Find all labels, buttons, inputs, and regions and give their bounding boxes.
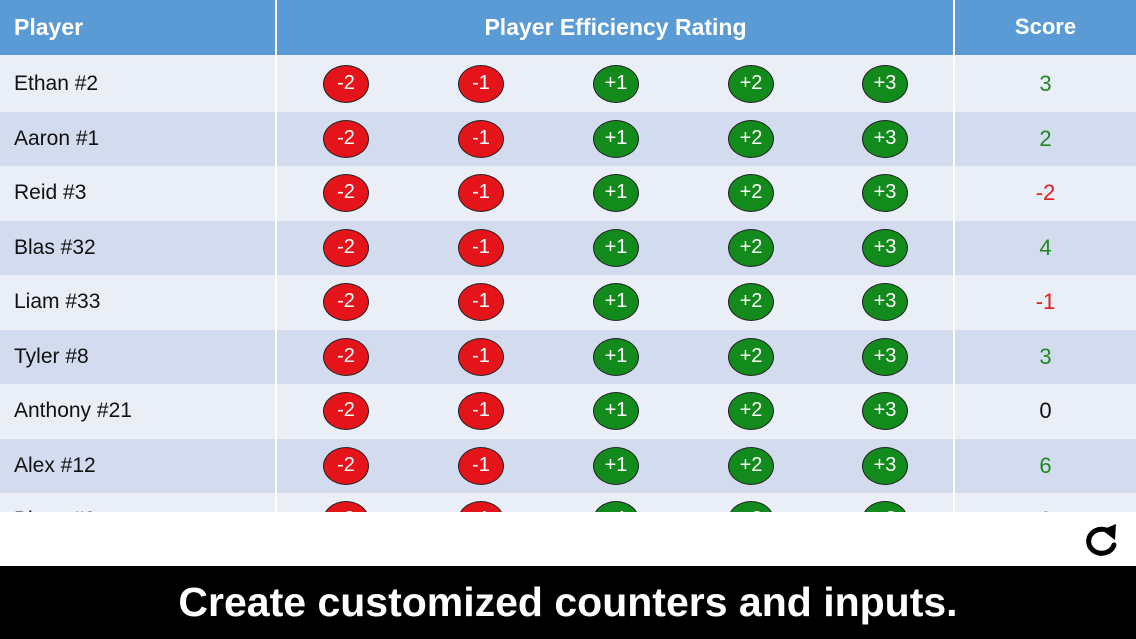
player-score: -1	[1035, 289, 1056, 314]
rating-button-plus3[interactable]: +3	[862, 65, 908, 103]
player-table: Player Player Efficiency Rating Score Et…	[0, 0, 1136, 512]
table-row: Aaron #1 -2 -1 +1 +2 +3 2	[0, 111, 1136, 166]
rating-button-plus2[interactable]: +2	[728, 501, 774, 512]
table-row: Tyler #8 -2 -1 +1 +2 +3 3	[0, 329, 1136, 384]
player-name: Tyler #8	[14, 344, 89, 368]
table-row: Liam #33 -2 -1 +1 +2 +3 -1	[0, 275, 1136, 329]
rating-button-plus2[interactable]: +2	[728, 392, 774, 430]
player-name: Blas #32	[14, 235, 96, 259]
rating-button-plus1[interactable]: +1	[593, 446, 639, 485]
table-row: Alex #12 -2 -1 +1 +2 +3 6	[0, 438, 1136, 493]
column-divider	[953, 0, 955, 512]
player-score: 0	[1039, 398, 1052, 423]
player-name: Anthony #21	[14, 399, 132, 422]
rating-button-plus3[interactable]: +3	[862, 392, 908, 430]
refresh-button[interactable]	[1078, 520, 1126, 562]
rating-button-plus1[interactable]: +1	[593, 501, 639, 512]
rating-button-minus1[interactable]: -1	[458, 174, 504, 212]
rating-button-minus2[interactable]: -2	[323, 501, 369, 512]
table-header: Player Player Efficiency Rating Score	[0, 0, 1136, 55]
player-name: Blaze #9	[14, 493, 96, 512]
rating-button-plus1[interactable]: +1	[593, 392, 639, 430]
rating-button-plus2[interactable]: +2	[728, 228, 774, 267]
rating-button-plus1[interactable]: +1	[593, 283, 639, 321]
toolbar	[0, 512, 1136, 566]
rating-button-plus1[interactable]: +1	[593, 228, 639, 267]
rating-button-minus1[interactable]: -1	[458, 501, 504, 512]
rating-button-plus3[interactable]: +3	[862, 337, 908, 376]
rating-button-plus3[interactable]: +3	[862, 119, 908, 158]
player-name: Ethan #2	[14, 72, 99, 95]
rating-button-minus2[interactable]: -2	[323, 446, 369, 485]
rating-button-minus1[interactable]: -1	[458, 446, 504, 485]
rating-button-plus2[interactable]: +2	[728, 174, 774, 212]
score-column-header: Score	[1014, 14, 1077, 39]
rating-button-plus2[interactable]: +2	[728, 337, 774, 376]
rating-button-plus1[interactable]: +1	[593, 337, 639, 376]
caption-text: Create customized counters and inputs.	[178, 579, 958, 625]
player-score: 4	[1039, 234, 1052, 260]
player-score: -2	[1035, 180, 1056, 205]
player-name: Alex #12	[14, 453, 96, 477]
rating-button-minus1[interactable]: -1	[458, 283, 504, 321]
rating-button-plus3[interactable]: +3	[862, 283, 908, 321]
caption-banner: Create customized counters and inputs.	[0, 566, 1136, 639]
rating-button-minus2[interactable]: -2	[323, 337, 369, 376]
player-name: Reid #3	[14, 181, 87, 204]
rating-button-minus2[interactable]: -2	[323, 283, 369, 321]
rating-button-minus1[interactable]: -1	[458, 65, 504, 103]
rating-button-plus2[interactable]: +2	[728, 119, 774, 158]
rating-button-plus1[interactable]: +1	[593, 174, 639, 212]
player-column-header: Player	[14, 14, 84, 40]
rating-button-minus1[interactable]: -1	[458, 228, 504, 267]
rating-button-minus2[interactable]: -2	[323, 392, 369, 430]
rating-button-plus2[interactable]: +2	[728, 446, 774, 485]
table-row: Reid #3 -2 -1 +1 +2 +3 -2	[0, 166, 1136, 220]
rating-button-plus1[interactable]: +1	[593, 119, 639, 158]
rating-button-minus2[interactable]: -2	[323, 119, 369, 158]
player-score: 6	[1039, 452, 1052, 478]
rating-button-minus2[interactable]: -2	[323, 65, 369, 103]
rating-button-plus3[interactable]: +3	[862, 501, 908, 512]
rating-button-plus2[interactable]: +2	[728, 283, 774, 321]
rating-button-minus1[interactable]: -1	[458, 119, 504, 158]
refresh-icon	[1086, 524, 1117, 556]
rating-button-plus3[interactable]: +3	[862, 446, 908, 485]
player-score: 6	[955, 493, 1136, 512]
rating-button-minus1[interactable]: -1	[458, 337, 504, 376]
rating-button-plus3[interactable]: +3	[862, 174, 908, 212]
table-row: Blas #32 -2 -1 +1 +2 +3 4	[0, 220, 1136, 275]
rating-button-plus2[interactable]: +2	[728, 65, 774, 103]
player-score: 2	[1039, 125, 1052, 151]
player-name: Aaron #1	[14, 126, 100, 150]
rating-button-minus2[interactable]: -2	[323, 228, 369, 267]
rating-button-minus1[interactable]: -1	[458, 392, 504, 430]
player-score: 3	[1039, 71, 1052, 96]
rating-button-plus3[interactable]: +3	[862, 228, 908, 267]
rating-button-minus2[interactable]: -2	[323, 174, 369, 212]
per-column-header: Player Efficiency Rating	[484, 14, 747, 40]
table-row: Anthony #21 -2 -1 +1 +2 +3 0	[0, 384, 1136, 438]
column-divider	[275, 0, 277, 512]
player-name: Liam #33	[14, 290, 101, 313]
rating-button-plus1[interactable]: +1	[593, 65, 639, 103]
table-row: Blaze #9 -2 -1 +1 +2 +3 6	[0, 493, 1136, 512]
player-score: 3	[1039, 343, 1052, 369]
table-row: Ethan #2 -2 -1 +1 +2 +3 3	[0, 57, 1136, 111]
